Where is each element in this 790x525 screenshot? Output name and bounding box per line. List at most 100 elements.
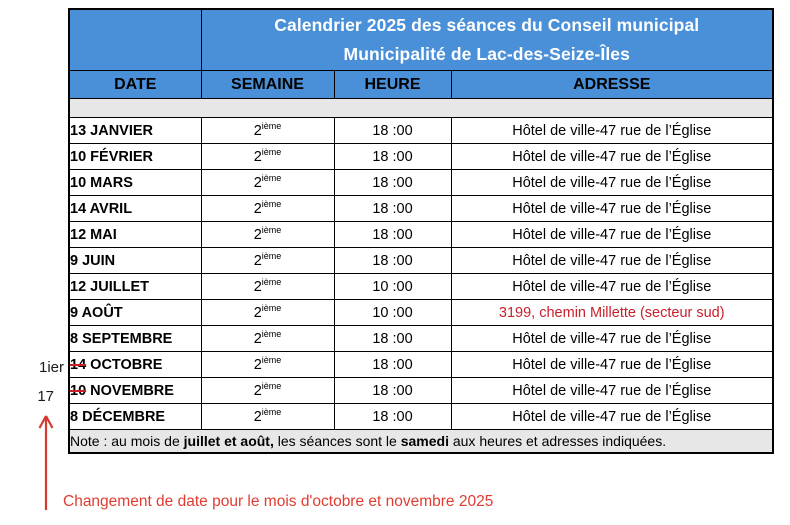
adresse-cell: Hôtel de ville-47 rue de l’Église xyxy=(450,117,774,144)
annotation-october-new-day: 1ier xyxy=(38,359,64,376)
date-cell: 10 NOVEMBRE xyxy=(68,377,202,404)
adresse-cell: Hôtel de ville-47 rue de l’Église xyxy=(450,247,774,274)
semaine-ordinal-suffix: ième xyxy=(261,354,282,365)
date-day: 12 xyxy=(70,278,87,295)
note-text-part: samedi xyxy=(400,433,449,449)
semaine-ordinal-suffix: ième xyxy=(261,172,282,183)
title-line-2: Municipalité de Lac-des-Seize-Îles xyxy=(343,44,630,64)
semaine-ordinal-suffix: ième xyxy=(261,198,282,209)
date-cell: 8 DÉCEMBRE xyxy=(68,403,202,430)
column-header-adresse: ADRESSE xyxy=(450,70,774,99)
column-header-row: DATE SEMAINE HEURE ADRESSE xyxy=(68,70,774,99)
note-text-part: juillet et août, xyxy=(183,433,274,449)
semaine-cell: 2ième xyxy=(200,299,335,326)
adresse-cell: Hôtel de ville-47 rue de l’Église xyxy=(450,377,774,404)
table-row: 8 DÉCEMBRE 2ième 18 :00 Hôtel de ville-47 r… xyxy=(68,403,774,430)
column-header-semaine: SEMAINE xyxy=(200,70,335,99)
date-day: 14 xyxy=(70,200,87,217)
change-of-date-note: Changement de date pour le mois d'octobr… xyxy=(63,493,494,510)
note-row: Note : au mois de juillet et août, les s… xyxy=(68,429,774,454)
date-day: 8 xyxy=(70,330,79,347)
semaine-ordinal-suffix: ième xyxy=(261,328,282,339)
title-row: Calendrier 2025 des séances du Conseil m… xyxy=(68,8,774,71)
date-cell: 8 SEPTEMBRE xyxy=(68,325,202,352)
heure-cell: 18 :00 xyxy=(333,221,452,248)
spacer-row xyxy=(68,98,774,118)
date-day: 9 xyxy=(70,252,79,269)
adresse-cell: Hôtel de ville-47 rue de l’Église xyxy=(450,351,774,378)
heure-cell: 18 :00 xyxy=(333,169,452,196)
heure-cell: 18 :00 xyxy=(333,247,452,274)
note-text-part: les séances sont le xyxy=(273,433,401,449)
table-row: 9 JUIN 2ième 18 :00 Hôtel de ville-47 rue d… xyxy=(68,247,774,274)
note-cell: Note : au mois de juillet et août, les s… xyxy=(68,429,774,454)
date-cell: 12 JUILLET xyxy=(68,273,202,300)
column-header-heure: HEURE xyxy=(333,70,452,99)
date-day: 10 xyxy=(70,148,87,165)
semaine-cell: 2ième xyxy=(200,377,335,404)
empty-corner-cell xyxy=(68,8,202,71)
date-day-struck: 10 xyxy=(70,382,87,399)
date-day: 8 xyxy=(70,408,79,425)
semaine-ordinal-suffix: ième xyxy=(261,146,282,157)
date-cell: 10 MARS xyxy=(68,169,202,196)
heure-cell: 18 :00 xyxy=(333,117,452,144)
council-meetings-table: Calendrier 2025 des séances du Conseil m… xyxy=(68,8,775,454)
date-day: 13 xyxy=(70,122,87,139)
note-text-part: Note : au mois de xyxy=(70,433,184,449)
date-cell: 12 MAI xyxy=(68,221,202,248)
semaine-ordinal-suffix: ième xyxy=(261,224,282,235)
semaine-cell: 2ième xyxy=(200,117,335,144)
up-arrow-icon xyxy=(38,415,54,510)
annotation-november-new-day: 17 xyxy=(37,388,54,405)
date-cell: 14 OCTOBRE xyxy=(68,351,202,378)
table-row: 8 SEPTEMBRE 2ième 18 :00 Hôtel de ville-47 … xyxy=(68,325,774,352)
semaine-cell: 2ième xyxy=(200,273,335,300)
table-row: 10 NOVEMBRE 2ième 18 :00 Hôtel de ville-47 … xyxy=(68,377,774,404)
semaine-ordinal-suffix: ième xyxy=(261,276,282,287)
table-title: Calendrier 2025 des séances du Conseil m… xyxy=(200,8,774,71)
table-row: 12 MAI 2ième 18 :00 Hôtel de ville-47 rue d… xyxy=(68,221,774,248)
semaine-cell: 2ième xyxy=(200,221,335,248)
adresse-cell: 3199, chemin Millette (secteur sud) xyxy=(450,299,774,326)
heure-cell: 18 :00 xyxy=(333,351,452,378)
adresse-cell: Hôtel de ville-47 rue de l’Église xyxy=(450,143,774,170)
heure-cell: 18 :00 xyxy=(333,195,452,222)
semaine-ordinal-suffix: ième xyxy=(261,406,282,417)
adresse-cell: Hôtel de ville-47 rue de l’Église xyxy=(450,325,774,352)
table-row: 12 JUILLET 2ième 10 :00 Hôtel de ville-47 r… xyxy=(68,273,774,300)
date-cell: 14 AVRIL xyxy=(68,195,202,222)
date-day: 9 xyxy=(70,304,79,321)
heure-cell: 10 :00 xyxy=(333,273,452,300)
date-cell: 13 JANVIER xyxy=(68,117,202,144)
heure-cell: 18 :00 xyxy=(333,377,452,404)
adresse-cell: Hôtel de ville-47 rue de l’Église xyxy=(450,169,774,196)
semaine-ordinal-suffix: ième xyxy=(261,120,282,131)
heure-cell: 10 :00 xyxy=(333,299,452,326)
semaine-cell: 2ième xyxy=(200,403,335,430)
heure-cell: 18 :00 xyxy=(333,403,452,430)
adresse-cell: Hôtel de ville-47 rue de l’Église xyxy=(450,403,774,430)
semaine-cell: 2ième xyxy=(200,351,335,378)
table-row: 9 AOÛT 2ième 10 :00 3199, chemin Millette (… xyxy=(68,299,774,326)
semaine-ordinal-suffix: ième xyxy=(261,250,282,261)
title-line-1: Calendrier 2025 des séances du Conseil m… xyxy=(274,15,700,35)
table-row: 13 JANVIER 2ième 18 :00 Hôtel de ville-47 r… xyxy=(68,117,774,144)
semaine-cell: 2ième xyxy=(200,247,335,274)
note-text-part: aux heures et adresses indiquées. xyxy=(448,433,667,449)
table-row: 14 OCTOBRE 2ième 18 :00 Hôtel de ville-47 r… xyxy=(68,351,774,378)
date-day: 10 xyxy=(70,174,87,191)
semaine-cell: 2ième xyxy=(200,169,335,196)
heure-cell: 18 :00 xyxy=(333,143,452,170)
date-cell: 9 AOÛT xyxy=(68,299,202,326)
table-body: 13 JANVIER 2ième 18 :00 Hôtel de ville-47 r… xyxy=(68,117,774,430)
table-row: 14 AVRIL 2ième 18 :00 Hôtel de ville-47 rue… xyxy=(68,195,774,222)
semaine-ordinal-suffix: ième xyxy=(261,380,282,391)
adresse-cell: Hôtel de ville-47 rue de l’Église xyxy=(450,221,774,248)
date-day: 12 xyxy=(70,226,87,243)
adresse-cell: Hôtel de ville-47 rue de l’Église xyxy=(450,195,774,222)
table-row: 10 FÉVRIER 2ième 18 :00 Hôtel de ville-47 r… xyxy=(68,143,774,170)
date-cell: 10 FÉVRIER xyxy=(68,143,202,170)
semaine-cell: 2ième xyxy=(200,143,335,170)
